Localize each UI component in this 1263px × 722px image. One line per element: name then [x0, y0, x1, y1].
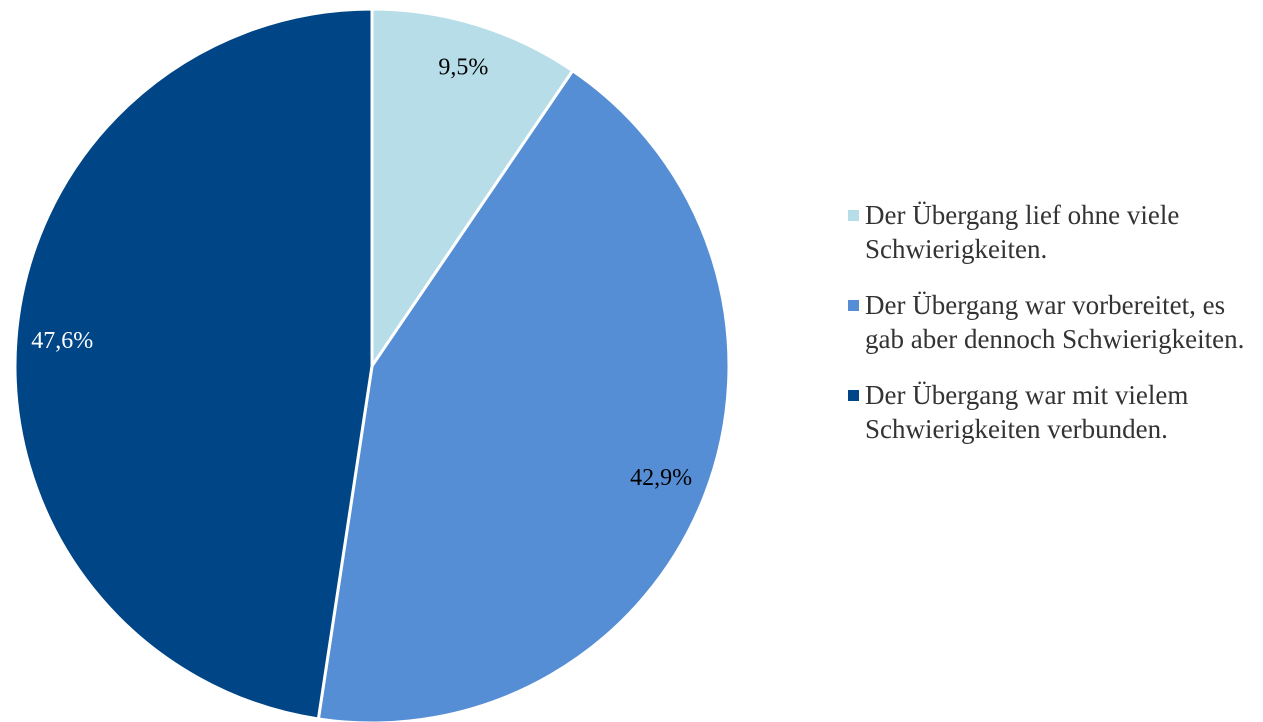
- pie-slice: [13, 7, 374, 721]
- legend-item: Der Übergang war vorbereitet, es gab abe…: [848, 288, 1258, 356]
- legend-swatch: [848, 210, 859, 221]
- legend-swatch: [848, 300, 859, 311]
- legend-label: Der Übergang war vorbereitet, es gab abe…: [865, 290, 1245, 354]
- data-label: 42,9%: [630, 465, 692, 491]
- pie-slice: [370, 7, 575, 371]
- legend: Der Übergang lief ohne viele Schwierigke…: [848, 198, 1258, 468]
- pie-slice: [316, 68, 731, 722]
- chart: 9,5% 42,9% 47,6%: [13, 7, 731, 722]
- data-label: 9,5%: [438, 55, 488, 81]
- legend-item: Der Übergang war mit vielem Schwierigkei…: [848, 378, 1258, 446]
- data-label: 47,6%: [31, 328, 93, 354]
- legend-label: Der Übergang war mit vielem Schwierigkei…: [865, 380, 1189, 444]
- legend-swatch: [848, 390, 859, 401]
- legend-label: Der Übergang lief ohne viele Schwierigke…: [865, 200, 1180, 264]
- legend-item: Der Übergang lief ohne viele Schwierigke…: [848, 198, 1258, 266]
